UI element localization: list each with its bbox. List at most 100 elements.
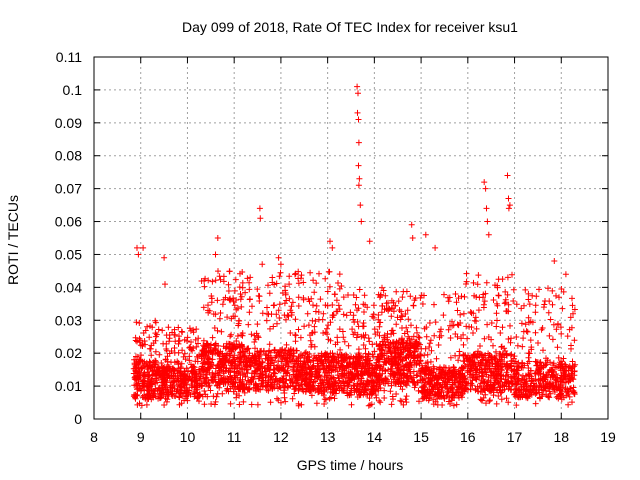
data-point xyxy=(315,382,322,389)
data-point xyxy=(571,368,578,374)
data-point xyxy=(387,340,394,346)
data-point xyxy=(226,268,233,275)
y-tick-labels: 0 0.01 0.02 0.03 0.04 0.05 0.06 0.07 0.08 0.09 0.1… xyxy=(55,49,82,427)
data-point xyxy=(411,344,418,351)
data-point xyxy=(498,354,505,361)
data-point xyxy=(295,303,302,309)
data-point xyxy=(424,351,431,358)
data-point xyxy=(353,354,360,361)
data-point xyxy=(290,347,297,354)
data-point xyxy=(334,351,341,358)
data-point xyxy=(501,383,508,389)
x-tick-label: 11 xyxy=(227,429,242,445)
data-point xyxy=(270,323,277,330)
data-point xyxy=(244,386,251,393)
data-point xyxy=(292,380,299,387)
data-point xyxy=(235,361,242,368)
data-point xyxy=(307,269,314,276)
data-point xyxy=(397,383,404,390)
data-point xyxy=(305,322,312,329)
data-point xyxy=(276,365,283,372)
data-point xyxy=(181,336,188,343)
data-point xyxy=(494,387,501,394)
data-point xyxy=(496,350,503,357)
data-point xyxy=(328,394,334,401)
data-point xyxy=(228,315,235,322)
data-point xyxy=(319,390,325,397)
data-point xyxy=(282,287,289,294)
data-point xyxy=(354,307,360,314)
data-point xyxy=(541,384,548,391)
data-point xyxy=(388,401,395,408)
data-point xyxy=(248,401,255,408)
data-point xyxy=(281,300,288,307)
data-point xyxy=(187,344,194,350)
data-point xyxy=(415,334,422,340)
data-point xyxy=(345,381,352,388)
data-point xyxy=(565,378,572,385)
data-point xyxy=(240,359,247,366)
data-point xyxy=(316,270,322,277)
data-point xyxy=(331,356,338,363)
data-point xyxy=(258,377,265,384)
data-point xyxy=(163,332,170,339)
data-point xyxy=(240,385,247,391)
data-point-peak xyxy=(506,202,513,209)
data-point xyxy=(475,272,482,279)
data-point xyxy=(329,302,336,308)
data-point xyxy=(443,369,450,376)
data-point xyxy=(369,351,376,358)
data-point xyxy=(559,305,566,312)
data-point xyxy=(373,359,380,366)
data-point xyxy=(394,364,401,371)
data-point xyxy=(388,313,395,320)
data-point xyxy=(495,375,501,382)
data-point xyxy=(345,292,351,298)
data-point xyxy=(384,376,390,383)
data-point xyxy=(130,393,137,400)
data-point xyxy=(553,292,559,299)
data-point xyxy=(175,324,182,331)
data-point xyxy=(171,385,178,392)
data-point xyxy=(525,296,532,303)
data-point xyxy=(409,379,416,386)
data-point xyxy=(205,360,212,367)
data-point-peak xyxy=(329,244,336,251)
data-point xyxy=(236,377,243,383)
data-point-peak xyxy=(484,218,491,225)
data-point xyxy=(202,275,209,282)
data-point xyxy=(340,387,347,394)
data-point xyxy=(224,314,231,321)
data-point xyxy=(538,362,545,369)
data-point xyxy=(225,376,232,383)
data-point xyxy=(449,373,456,380)
data-point xyxy=(232,276,239,283)
data-point xyxy=(189,347,196,354)
data-point xyxy=(538,326,545,333)
data-point xyxy=(555,354,562,361)
data-point xyxy=(325,362,332,369)
data-point xyxy=(303,349,309,356)
data-point xyxy=(203,374,210,381)
data-point xyxy=(557,382,564,389)
data-point xyxy=(334,368,341,375)
data-point xyxy=(394,379,401,385)
data-point xyxy=(180,353,187,360)
data-point xyxy=(308,392,315,399)
data-point xyxy=(273,280,280,287)
data-point xyxy=(177,389,184,396)
data-point xyxy=(138,402,145,409)
data-point xyxy=(514,367,521,374)
data-point xyxy=(528,391,535,398)
data-point xyxy=(390,308,397,315)
data-point xyxy=(426,340,433,347)
data-point xyxy=(299,364,306,371)
data-point xyxy=(246,279,253,286)
data-point xyxy=(503,352,510,359)
data-point xyxy=(351,319,358,326)
data-point xyxy=(385,305,392,312)
data-point xyxy=(389,393,396,400)
data-point xyxy=(188,339,194,345)
data-point xyxy=(360,372,366,379)
data-point xyxy=(558,396,565,403)
